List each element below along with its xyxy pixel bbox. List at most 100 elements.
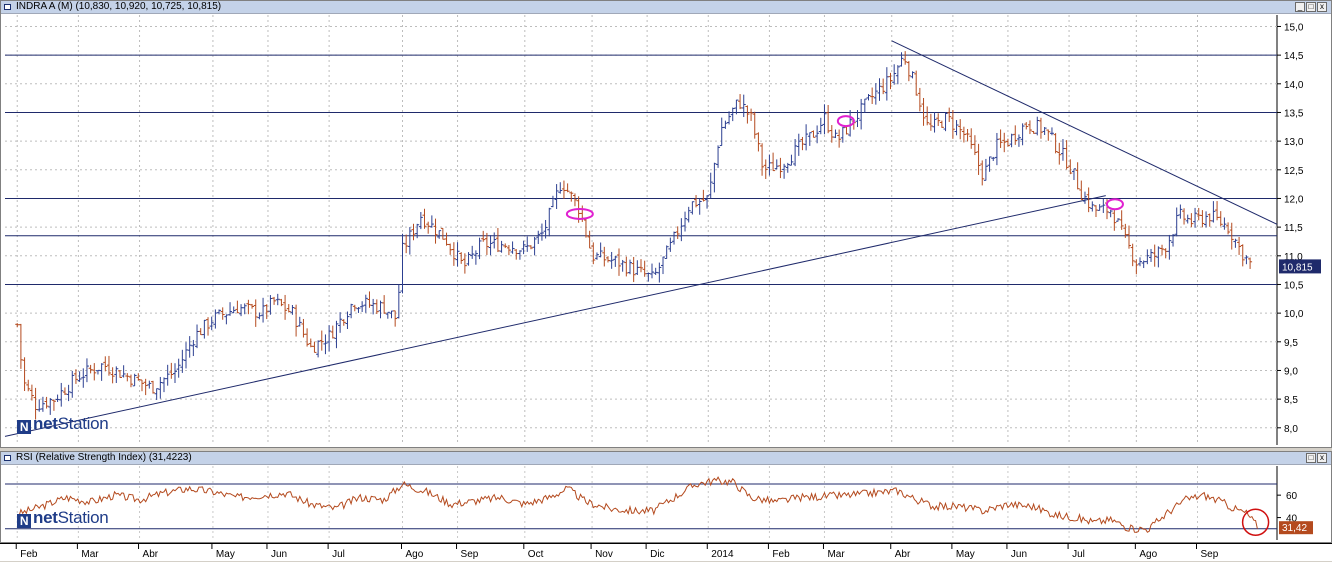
ohlc-bar (1178, 204, 1183, 219)
ohlc-bar (110, 367, 115, 384)
x-tick-label: 2014 (711, 549, 734, 560)
ohlc-bar (921, 97, 926, 126)
ohlc-bar (1053, 133, 1058, 154)
ohlc-bar (859, 98, 864, 130)
ohlc-bar (650, 263, 655, 279)
restore-button[interactable]: □ (1306, 2, 1316, 12)
trendline-rising-support (4, 195, 1106, 437)
ohlc-bar (253, 299, 258, 327)
ohlc-bar (305, 328, 310, 347)
ohlc-bar (756, 132, 761, 152)
ohlc-bar (705, 195, 710, 209)
ohlc-bar (980, 160, 985, 186)
ohlc-bar (1141, 260, 1146, 269)
ohlc-bar (99, 363, 104, 381)
price-chart[interactable]: 8,0 8,5 9,0 9,5 10,0 10,5 11,0 11,5 12,0 12,5 13,0… (1, 1, 1331, 447)
ohlc-bar (760, 143, 765, 176)
ohlc-bar (433, 218, 438, 244)
rsi-chart[interactable]: 40 60 31,42 (1, 452, 1331, 542)
ohlc-bar (903, 51, 908, 65)
x-tick-label: Dic (650, 549, 664, 560)
rsi-close-button[interactable]: x (1317, 453, 1327, 463)
ohlc-bar (477, 237, 482, 260)
rsi-value-tag (1279, 521, 1313, 535)
ohlc-bar (774, 159, 779, 170)
ohlc-bar (488, 235, 493, 256)
x-tick-label: May (216, 549, 235, 560)
y-tick-label: 13,0 (1284, 137, 1304, 148)
ohlc-bar (1145, 249, 1150, 265)
ohlc-bar (1160, 244, 1165, 256)
ohlc-bar (1226, 222, 1231, 235)
ohlc-bar (22, 357, 27, 392)
ohlc-bar (723, 120, 728, 129)
ohlc-bar (1119, 210, 1124, 230)
ohlc-bar (932, 112, 937, 133)
ohlc-bar (77, 371, 82, 382)
ohlc-bar (73, 369, 78, 384)
ohlc-bar (895, 65, 900, 85)
x-tick-label: Feb (772, 549, 790, 560)
y-tick-label: 8,0 (1284, 424, 1298, 435)
x-tick-label: Feb (20, 549, 38, 560)
ohlc-bar (1167, 234, 1172, 260)
ohlc-bar (374, 299, 379, 314)
ohlc-bar (473, 250, 478, 265)
ohlc-bar (800, 136, 805, 151)
ohlc-bar (356, 307, 361, 313)
rsi-line (17, 476, 1258, 533)
ohlc-bar (33, 387, 38, 420)
y-tick-label: 14,5 (1284, 51, 1304, 62)
y-tick-label: 9,0 (1284, 366, 1298, 377)
ohlc-bar (1060, 139, 1065, 161)
ohlc-bar (972, 135, 977, 156)
ohlc-bar (536, 230, 541, 245)
ohlc-bar (547, 207, 552, 237)
ohlc-bar (334, 320, 339, 349)
ohlc-bar (470, 245, 475, 259)
ohlc-bar (283, 294, 288, 320)
ohlc-bar (631, 256, 636, 283)
x-tick-label: Jun (271, 549, 287, 560)
ohlc-bar (884, 67, 889, 101)
ohlc-bar (169, 362, 174, 379)
ohlc-bar (448, 243, 453, 255)
ohlc-bar (782, 163, 787, 179)
ohlc-bar (26, 379, 31, 392)
rsi-panel: RSI (Relative Strength Index) (31,4223) … (0, 451, 1332, 543)
ohlc-bar (1049, 127, 1054, 136)
ohlc-bar (437, 230, 442, 239)
y-tick-label: 9,5 (1284, 338, 1298, 349)
y-tick-label: 12,5 (1284, 166, 1304, 177)
ohlc-bar (88, 364, 93, 374)
ohlc-bar (345, 311, 350, 330)
y-tick-label: 11,0 (1284, 252, 1303, 263)
ohlc-bar (37, 399, 42, 412)
ohlc-bar (954, 120, 959, 136)
ohlc-bar (165, 364, 170, 386)
ohlc-bar (510, 241, 515, 254)
ohlc-bar (1185, 214, 1190, 224)
ohlc-bar (892, 64, 897, 85)
ohlc-bar (360, 301, 365, 313)
ohlc-bar (679, 218, 684, 242)
ohlc-bar (694, 195, 699, 208)
ohlc-bar (1005, 138, 1010, 147)
ohlc-bar (338, 312, 343, 333)
ohlc-bar (763, 159, 768, 180)
ohlc-bar (294, 304, 299, 337)
ohlc-bar (517, 250, 522, 260)
ohlc-bar (308, 338, 313, 348)
rsi-restore-button[interactable]: □ (1306, 453, 1316, 463)
ohlc-bar (327, 325, 332, 352)
ohlc-bar (745, 105, 750, 124)
ohlc-bar (55, 394, 60, 402)
price-chart-panel: INDRA A (M) (10,830, 10,920, 10,725, 10,… (0, 0, 1332, 448)
close-button[interactable]: x (1317, 2, 1327, 12)
ohlc-bar (635, 260, 640, 276)
ohlc-bar (730, 107, 735, 122)
ohlc-bar (143, 378, 148, 396)
rsi-value-label: 31,42 (1282, 523, 1307, 534)
ohlc-bar (264, 304, 269, 320)
minimize-button[interactable]: _ (1295, 2, 1305, 12)
